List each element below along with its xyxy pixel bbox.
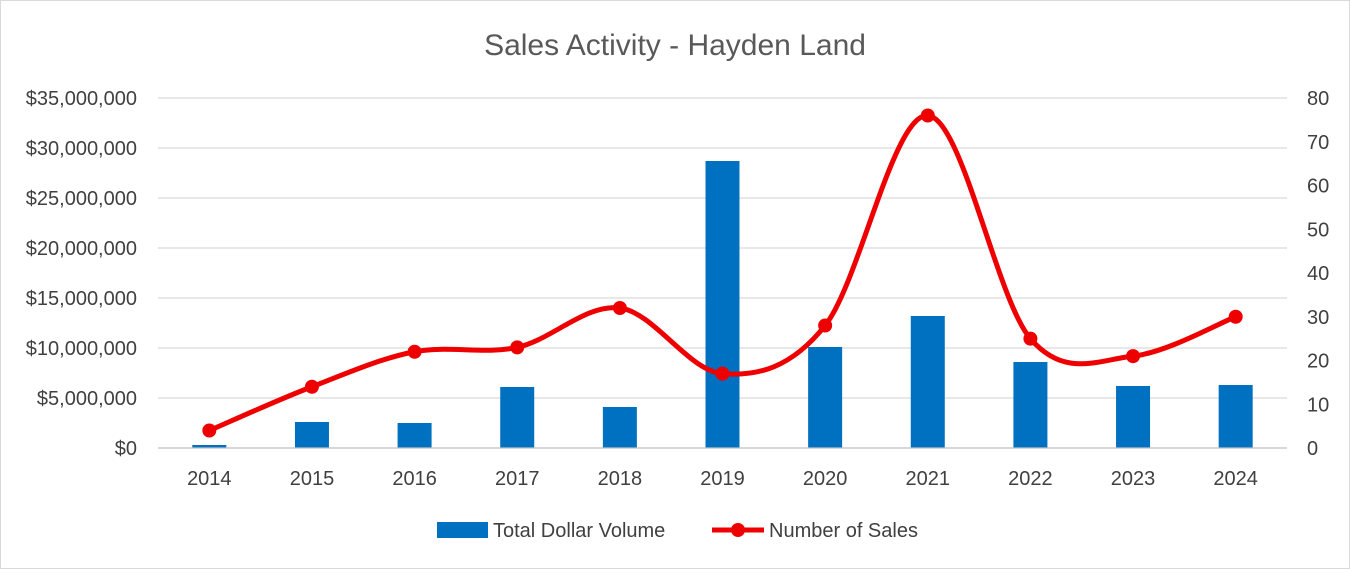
chart-title: Sales Activity - Hayden Land (484, 29, 866, 62)
sales-point-2015 (304, 379, 319, 394)
left-tick-label: $15,000,000 (26, 288, 137, 310)
bar-2017 (500, 387, 535, 448)
right-tick-label: 40 (1307, 263, 1329, 285)
bar-2016 (397, 423, 432, 448)
right-axis-tick-labels: 0 10 20 30 40 50 60 70 80 (1307, 88, 1329, 460)
right-tick-label: 0 (1307, 438, 1318, 460)
bar-2024 (1218, 385, 1253, 448)
x-tick-label: 2018 (598, 468, 643, 490)
x-tick-label: 2023 (1111, 468, 1156, 490)
x-tick-label: 2019 (700, 468, 745, 490)
right-tick-label: 80 (1307, 88, 1329, 110)
bar-2014 (192, 445, 227, 448)
legend-label-number-of-sales: Number of Sales (769, 520, 918, 542)
sales-point-2021 (920, 108, 935, 123)
left-tick-label: $35,000,000 (26, 88, 137, 110)
bar-2015 (294, 422, 329, 448)
bar-series (192, 161, 1253, 448)
x-tick-label: 2015 (290, 468, 335, 490)
right-tick-label: 70 (1307, 132, 1329, 154)
left-tick-label: $0 (115, 438, 137, 460)
right-tick-label: 20 (1307, 351, 1329, 373)
left-tick-label: $20,000,000 (26, 238, 137, 260)
x-tick-label: 2022 (1008, 468, 1053, 490)
left-tick-label: $5,000,000 (37, 388, 137, 410)
x-tick-label: 2024 (1213, 468, 1258, 490)
x-axis-tick-labels: 2014 2015 2016 2017 2018 2019 2020 2021 2022 2023… (187, 468, 1258, 490)
right-tick-label: 50 (1307, 219, 1329, 241)
left-tick-label: $25,000,000 (26, 188, 137, 210)
sales-point-2024 (1228, 309, 1243, 324)
bar-2019 (705, 161, 740, 448)
sales-point-2023 (1126, 349, 1141, 364)
x-tick-label: 2021 (906, 468, 951, 490)
legend-swatch-total-dollar-volume (437, 522, 488, 538)
number-of-sales-line (206, 112, 1239, 433)
left-axis-tick-labels: $0 $5,000,000 $10,000,000 $15,000,000 $20,00… (26, 88, 137, 460)
sales-point-2016 (407, 344, 422, 359)
legend: Total Dollar Volume Number of Sales (437, 520, 918, 542)
sales-point-2022 (1023, 331, 1038, 346)
x-tick-label: 2017 (495, 468, 540, 490)
x-tick-label: 2020 (803, 468, 848, 490)
left-tick-label: $30,000,000 (26, 138, 137, 160)
x-tick-label: 2016 (392, 468, 437, 490)
bar-2023 (1116, 386, 1151, 448)
sales-point-2014 (202, 423, 217, 438)
x-tick-label: 2014 (187, 468, 232, 490)
bar-2022 (1013, 362, 1048, 448)
sales-point-2017 (510, 340, 525, 355)
left-tick-label: $10,000,000 (26, 338, 137, 360)
bar-2021 (910, 316, 945, 448)
legend-label-total-dollar-volume: Total Dollar Volume (493, 520, 665, 542)
right-tick-label: 10 (1307, 394, 1329, 416)
right-tick-label: 60 (1307, 176, 1329, 198)
sales-point-2019 (715, 366, 730, 381)
sales-point-2020 (818, 318, 833, 333)
bar-2020 (808, 347, 843, 448)
line-series (202, 108, 1243, 438)
sales-point-2018 (612, 301, 627, 315)
legend-marker-number-of-sales (731, 523, 745, 537)
bar-2018 (602, 407, 637, 448)
right-tick-label: 30 (1307, 307, 1329, 329)
